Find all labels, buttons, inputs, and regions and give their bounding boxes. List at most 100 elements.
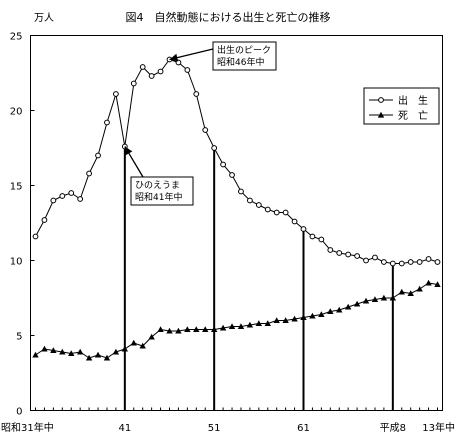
series-0-point-37: [363, 257, 369, 264]
annotation-box-1: [130, 176, 194, 206]
series-0-point-9: [113, 91, 119, 97]
series-line-0: [35, 58, 438, 264]
legend: 出 生死 亡: [363, 87, 440, 125]
annotation-0-line-0: 出生のピーク: [217, 44, 271, 56]
series-0-point-25: [255, 202, 262, 208]
chart-title: 図4 自然動態における出生と死亡の推移: [126, 10, 331, 24]
series-0-point-31: [309, 233, 316, 240]
series-1-point-26: [264, 320, 271, 327]
x-tick-label-5: 13年中: [422, 421, 455, 434]
series-1-point-33: [327, 308, 334, 315]
series-1-point-27: [273, 317, 280, 324]
series-1-point-42: [407, 290, 414, 297]
series-0-point-45: [434, 259, 441, 265]
series-0-point-5: [77, 196, 84, 202]
annotation-1-line-0: ひのえうま: [135, 180, 180, 191]
series-1-point-10: [121, 345, 129, 352]
x-axis: 昭和31年中 41 51 61 平成8 13年中: [1, 407, 455, 434]
y-tick-label-3: 15: [10, 182, 23, 193]
series-1-point-1: [41, 345, 48, 352]
series-1-point-17: [184, 326, 191, 333]
series-1-point-36: [353, 300, 361, 307]
series-1-point-22: [228, 323, 236, 330]
series-0-point-2: [50, 197, 57, 204]
x-tick-label-3: 61: [297, 423, 310, 434]
series-0-point-18: [193, 91, 200, 97]
series-line-1: [35, 282, 438, 359]
legend-label-0: 出 生: [398, 94, 428, 107]
series-0-point-11: [130, 80, 137, 87]
series-0-point-29: [291, 218, 298, 225]
series-0-point-4: [68, 190, 75, 196]
series-1-point-6: [85, 354, 93, 361]
series-1-point-38: [371, 296, 379, 303]
series-0-point-21: [220, 161, 227, 168]
series-1-point-5: [76, 348, 84, 355]
series-0-point-33: [327, 247, 334, 253]
y-tick-label-4: 20: [10, 107, 23, 118]
series-1-point-29: [291, 315, 298, 322]
series-1-point-39: [380, 294, 388, 301]
legend-marker-0: [378, 97, 384, 103]
series-0-point-6: [86, 170, 92, 177]
series-1-point-35: [344, 303, 352, 310]
series-1-point-45: [434, 281, 441, 288]
series-1-point-15: [166, 327, 173, 334]
y-axis: 0 5 10 15 20 25: [10, 32, 35, 418]
annotation-box-0: [212, 41, 277, 71]
series-0-point-23: [238, 188, 244, 195]
x-tick-label-4: 平成8: [380, 422, 406, 434]
annotation-arrowhead-0: [169, 53, 179, 62]
series-0-point-27: [273, 209, 280, 216]
x-tick-label-2: 51: [208, 423, 221, 434]
series-0-point-22: [229, 172, 235, 178]
series-1-point-12: [139, 342, 146, 349]
y-tick-label-2: 10: [10, 257, 23, 268]
series-1-point-18: [193, 326, 200, 333]
series-1-point-2: [50, 347, 57, 354]
series-0-point-12: [139, 64, 146, 70]
series-0-point-40: [389, 260, 396, 267]
series-0-point-16: [175, 59, 182, 66]
series-1-point-43: [416, 285, 423, 292]
series-1-point-34: [336, 306, 343, 313]
legend-marker-1: [377, 111, 385, 118]
x-tick-label-0: 昭和31年中: [1, 421, 54, 434]
plot-area-frame: [30, 35, 443, 411]
series-1-point-11: [130, 339, 137, 346]
series-1-point-31: [309, 312, 316, 319]
series-0-point-36: [354, 253, 361, 259]
series-0-point-32: [318, 236, 325, 243]
series-1-point-23: [237, 323, 245, 330]
series-0-point-8: [104, 119, 110, 126]
series-0-point-43: [416, 259, 423, 265]
series-1-point-4: [68, 350, 75, 357]
series-group: [32, 56, 441, 361]
series-0-point-30: [300, 226, 307, 232]
series-1-point-20: [210, 326, 218, 333]
series-0-point-17: [184, 67, 191, 73]
series-0-point-19: [202, 127, 209, 133]
y-tick-label-0: 0: [16, 407, 22, 418]
y-tick-label-5: 25: [10, 32, 23, 43]
series-0-point-42: [407, 259, 414, 265]
series-0-point-7: [95, 152, 101, 159]
series-1-point-19: [202, 326, 209, 333]
legend-box: [363, 87, 440, 125]
series-1-point-25: [255, 320, 263, 327]
series-1-point-13: [148, 333, 155, 340]
series-0-point-24: [247, 197, 253, 204]
series-1-point-3: [59, 348, 66, 355]
series-1-point-32: [318, 311, 325, 318]
series-1-point-0: [32, 351, 39, 358]
series-1-point-21: [219, 324, 227, 331]
series-1-point-8: [103, 354, 111, 361]
series-0-point-38: [372, 254, 378, 261]
y-axis-unit-label: 万人: [34, 12, 54, 24]
annotation-1-line-1: 昭和41年中: [135, 191, 182, 203]
series-0-point-39: [381, 259, 387, 265]
series-0-point-41: [398, 260, 405, 267]
series-0-point-26: [264, 206, 271, 213]
series-0-point-14: [157, 68, 164, 75]
